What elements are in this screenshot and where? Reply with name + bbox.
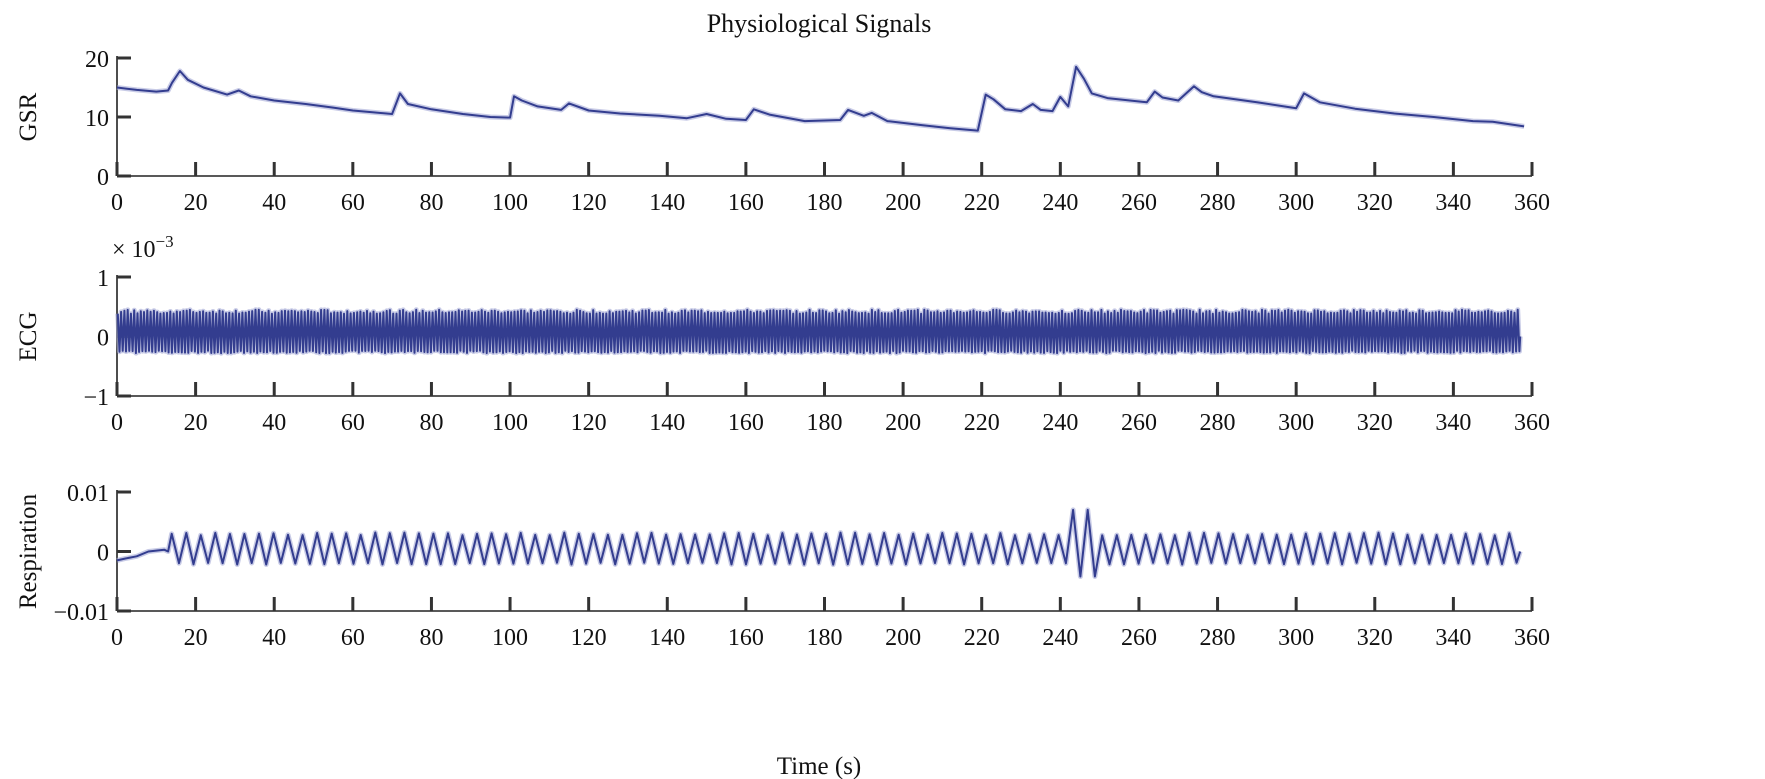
gsr-x-tick-label: 360 — [1514, 190, 1550, 216]
gsr-x-tick-label: 300 — [1278, 190, 1314, 216]
gsr-y-tick-label: 0 — [97, 165, 109, 191]
respiration-y-tick-label: 0 — [97, 541, 109, 567]
gsr-x-tick-label: 280 — [1200, 190, 1236, 216]
ecg-x-tick-label: 140 — [649, 410, 685, 436]
respiration-x-tick-label: 300 — [1278, 625, 1314, 651]
ecg-x-tick-label: 240 — [1042, 410, 1078, 436]
respiration-x-tick-label: 0 — [111, 625, 123, 651]
ecg-exponent-label: × 10−3 — [112, 232, 174, 263]
respiration-y-axis-label: Respiration — [15, 493, 42, 609]
respiration-x-tick-label: 260 — [1121, 625, 1157, 651]
panels-group: 0 20 40 60 80 100 120 140 160 180 200 220 240 260 280 3… — [15, 47, 1550, 651]
respiration-x-tick-label: 100 — [492, 625, 528, 651]
respiration-x-tick-label: 20 — [184, 625, 208, 651]
gsr-x-tick-label: 180 — [807, 190, 843, 216]
ecg-x-tick-label: 360 — [1514, 410, 1550, 436]
ecg-x-tick-label: 80 — [419, 410, 443, 436]
respiration-x-tick-label: 40 — [262, 625, 286, 651]
chart-title: Physiological Signals — [707, 9, 932, 38]
ecg-x-tick-label: 100 — [492, 410, 528, 436]
respiration-x-tick-label: 60 — [341, 625, 365, 651]
gsr-x-tick-label: 120 — [571, 190, 607, 216]
respiration-x-tick-label: 140 — [649, 625, 685, 651]
respiration-x-tick-label: 280 — [1200, 625, 1236, 651]
respiration-x-tick-label: 180 — [807, 625, 843, 651]
panel-ecg: 0 20 40 60 80 100 120 140 160 180 200 220 240 260 280 3… — [15, 232, 1550, 436]
ecg-x-tick-label: 220 — [964, 410, 1000, 436]
respiration-x-tick-label: 160 — [728, 625, 764, 651]
ecg-y-axis-label: ECG — [15, 312, 42, 362]
ecg-x-tick-label: 200 — [885, 410, 921, 436]
gsr-x-tick-label: 60 — [341, 190, 365, 216]
respiration-x-tick-label: 360 — [1514, 625, 1550, 651]
respiration-x-tick-label: 240 — [1042, 625, 1078, 651]
respiration-x-tick-label: 320 — [1357, 625, 1393, 651]
gsr-x-tick-label: 40 — [262, 190, 286, 216]
ecg-x-tick-label: 0 — [111, 410, 123, 436]
respiration-y-tick-label: −0.01 — [53, 600, 109, 626]
respiration-series-line — [116, 508, 1522, 578]
respiration-y-tick-label: 0.01 — [67, 481, 109, 507]
ecg-x-tick-label: 180 — [807, 410, 843, 436]
gsr-x-tick-label: 340 — [1435, 190, 1471, 216]
gsr-series-line — [116, 65, 1525, 132]
ecg-x-tick-label: 260 — [1121, 410, 1157, 436]
ecg-x-tick-label: 160 — [728, 410, 764, 436]
respiration-series-halo — [116, 507, 1523, 579]
gsr-y-axis-label: GSR — [15, 92, 42, 141]
panel-respiration: 0 20 40 60 80 100 120 140 160 180 200 220 240 260 280 3… — [15, 481, 1550, 651]
respiration-x-tick-label: 80 — [419, 625, 443, 651]
respiration-x-tick-label: 120 — [571, 625, 607, 651]
gsr-x-tick-label: 0 — [111, 190, 123, 216]
ecg-x-tick-label: 280 — [1200, 410, 1236, 436]
gsr-x-tick-label: 160 — [728, 190, 764, 216]
gsr-y-tick-label: 20 — [85, 47, 109, 73]
respiration-x-tick-label: 340 — [1435, 625, 1471, 651]
ecg-y-tick-label: −1 — [83, 385, 109, 411]
x-axis-label: Time (s) — [777, 753, 862, 779]
gsr-x-tick-label: 220 — [964, 190, 1000, 216]
ecg-x-tick-label: 300 — [1278, 410, 1314, 436]
panel-gsr: 0 20 40 60 80 100 120 140 160 180 200 220 240 260 280 3… — [15, 47, 1550, 216]
respiration-x-tick-label: 200 — [885, 625, 921, 651]
gsr-x-tick-label: 200 — [885, 190, 921, 216]
ecg-series-line — [116, 308, 1522, 355]
gsr-x-tick-label: 320 — [1357, 190, 1393, 216]
ecg-y-tick-label: 0 — [97, 326, 109, 352]
ecg-y-tick-label: 1 — [97, 266, 109, 292]
gsr-x-tick-label: 260 — [1121, 190, 1157, 216]
ecg-x-tick-label: 60 — [341, 410, 365, 436]
gsr-x-tick-label: 20 — [184, 190, 208, 216]
gsr-x-tick-label: 140 — [649, 190, 685, 216]
ecg-x-tick-label: 120 — [571, 410, 607, 436]
ecg-x-tick-label: 340 — [1435, 410, 1471, 436]
gsr-x-tick-label: 100 — [492, 190, 528, 216]
ecg-x-tick-label: 40 — [262, 410, 286, 436]
ecg-x-tick-label: 20 — [184, 410, 208, 436]
gsr-y-tick-label: 10 — [85, 106, 109, 132]
respiration-x-tick-label: 220 — [964, 625, 1000, 651]
gsr-x-tick-label: 80 — [419, 190, 443, 216]
gsr-x-tick-label: 240 — [1042, 190, 1078, 216]
ecg-x-tick-label: 320 — [1357, 410, 1393, 436]
